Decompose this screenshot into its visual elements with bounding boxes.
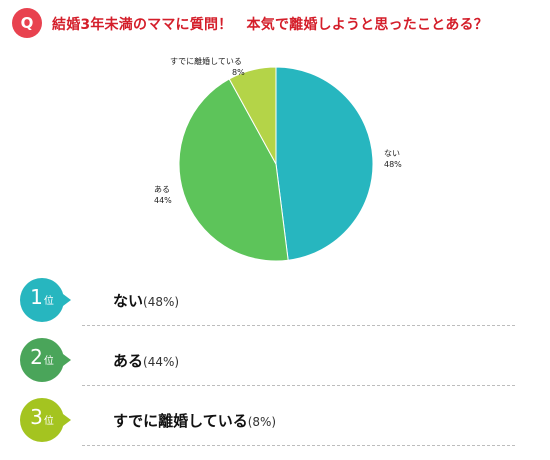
pie-value-label-1: 48% bbox=[384, 160, 402, 169]
rank-1-percent: (48%) bbox=[143, 295, 180, 309]
question-header: Q 結婚3年未満のママに質問！ 本気で離婚しようと思ったことある？ bbox=[12, 6, 542, 42]
rank-3-number: 3 bbox=[30, 405, 43, 429]
rank-3-label: すでに離婚している bbox=[113, 412, 248, 430]
rank-2-number: 2 bbox=[30, 345, 43, 369]
pie-chart: ない 48% ある 44% すでに離婚している 8% bbox=[154, 56, 402, 262]
question-title: 結婚3年未満のママに質問！ 本気で離婚しようと思ったことある？ bbox=[52, 17, 488, 33]
pie-label-1: ない bbox=[384, 149, 400, 158]
rank-3-text: すでに離婚している(8%) bbox=[113, 410, 276, 431]
pie-value-label-3: 8% bbox=[232, 68, 245, 77]
rank-2-divider bbox=[82, 385, 515, 386]
rank-3-divider bbox=[82, 445, 515, 446]
rank-2-percent: (44%) bbox=[143, 355, 180, 369]
pie-value-label-2: 44% bbox=[154, 196, 172, 205]
rank-2-text: ある(44%) bbox=[113, 350, 179, 371]
pie-label-2: ある bbox=[154, 185, 170, 194]
rank-3-suffix: 位 bbox=[43, 416, 54, 427]
pie-label-3: すでに離婚している bbox=[170, 56, 242, 66]
rank-3-percent: (8%) bbox=[247, 415, 277, 429]
pie-slice-3 bbox=[228, 66, 277, 165]
rank-1-text: ない(48%) bbox=[113, 290, 179, 311]
rank-2-label: ある bbox=[113, 352, 144, 370]
question-badge: Q bbox=[12, 8, 42, 38]
rank-1-label: ない bbox=[113, 292, 144, 310]
pie-slice-1 bbox=[275, 66, 374, 261]
rank-1-divider bbox=[82, 325, 515, 326]
pie-slice-2 bbox=[178, 78, 289, 262]
rank-2-suffix: 位 bbox=[43, 356, 54, 367]
rank-1-number: 1 bbox=[30, 285, 43, 309]
rank-1-suffix: 位 bbox=[43, 296, 54, 307]
